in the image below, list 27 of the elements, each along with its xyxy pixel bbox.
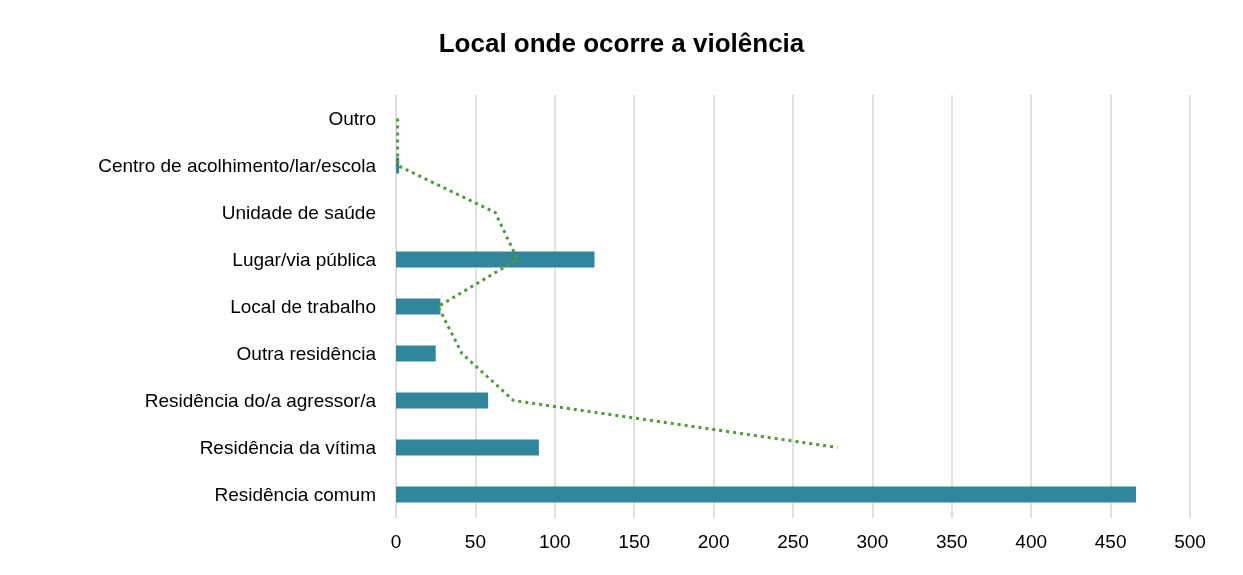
bar xyxy=(396,486,1137,503)
y-tick-label: Outro xyxy=(328,108,376,129)
y-tick-label: Centro de acolhimento/lar/escola xyxy=(98,155,377,176)
y-tick-label: Outra residência xyxy=(236,343,377,364)
bar xyxy=(396,345,436,362)
x-tick-label: 400 xyxy=(1015,531,1048,552)
x-tick-label: 50 xyxy=(464,531,486,552)
y-tick-label: Residência comum xyxy=(214,484,376,505)
y-tick-label: Residência do/a agressor/a xyxy=(144,390,377,411)
y-tick-label: Lugar/via pública xyxy=(232,249,377,270)
x-tick-label: 100 xyxy=(538,531,571,552)
y-tick-label: Residência da vítima xyxy=(199,437,377,458)
x-tick-label: 200 xyxy=(697,531,730,552)
x-tick-label: 0 xyxy=(390,531,402,552)
x-tick-label: 500 xyxy=(1174,531,1206,552)
x-tick-label: 250 xyxy=(777,531,809,552)
x-tick-label: 300 xyxy=(856,531,889,552)
bar xyxy=(396,251,595,268)
x-tick-label: 350 xyxy=(935,531,968,552)
bar xyxy=(396,439,539,456)
x-tick-label: 450 xyxy=(1094,531,1127,552)
chart-title: Local onde ocorre a violência xyxy=(438,28,805,58)
bar xyxy=(396,298,441,315)
x-tick-label: 150 xyxy=(618,531,651,552)
y-tick-label: Unidade de saúde xyxy=(221,202,376,223)
bar xyxy=(396,392,489,409)
y-tick-label: Local de trabalho xyxy=(230,296,376,317)
